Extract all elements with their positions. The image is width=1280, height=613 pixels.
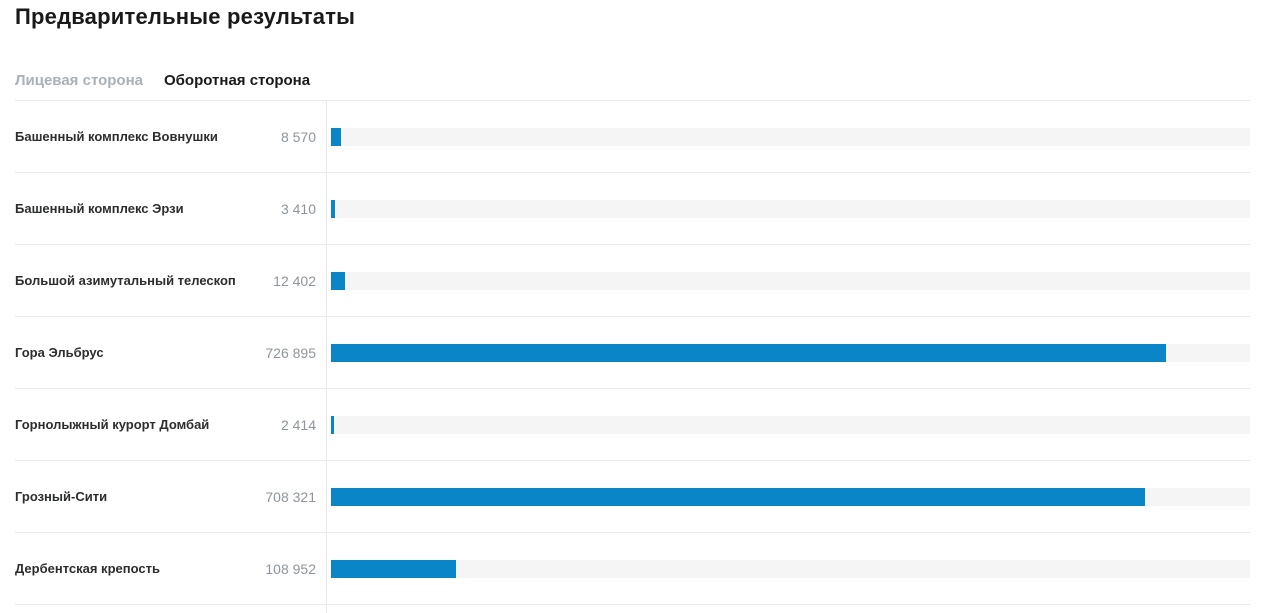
bar-fill — [331, 487, 1145, 506]
option-vote-count: 12 402 — [273, 272, 316, 289]
column-divider — [15, 605, 327, 613]
page-title: Предварительные результаты — [15, 4, 356, 29]
tab-bar: Лицевая сторона Оборотная сторона — [15, 71, 1250, 100]
option-label: Большой азимутальный телескоп — [15, 273, 236, 288]
result-row-left: Горнолыжный курорт Домбай 2 414 — [15, 389, 327, 460]
bar-zone — [327, 127, 1250, 146]
option-vote-count: 2 414 — [280, 416, 316, 433]
bar-zone — [327, 487, 1250, 506]
tab-front-side[interactable]: Лицевая сторона — [15, 72, 143, 89]
result-row: Большой азимутальный телескоп 12 402 — [15, 245, 1250, 317]
result-row: Башенный комплекс Вовнушки 8 570 — [15, 101, 1250, 173]
bar-zone — [327, 343, 1250, 362]
result-row-left: Дербентская крепость 108 952 — [15, 533, 327, 604]
option-label: Горнолыжный курорт Домбай — [15, 417, 210, 432]
option-vote-count: 3 410 — [280, 200, 316, 217]
bar-fill — [331, 199, 335, 218]
bar-zone — [327, 415, 1250, 434]
result-row-left: Грозный-Сити 708 321 — [15, 461, 327, 532]
bar-zone — [327, 199, 1250, 218]
option-label: Грозный-Сити — [15, 489, 108, 504]
bar-fill — [331, 415, 334, 434]
result-row-left: Гора Эльбрус 726 895 — [15, 317, 327, 388]
result-row: Грозный-Сити 708 321 — [15, 461, 1250, 533]
bar-fill — [331, 127, 341, 146]
option-label: Дербентская крепость — [15, 561, 160, 576]
option-label: Башенный комплекс Вовнушки — [15, 129, 218, 144]
option-label: Гора Эльбрус — [15, 345, 104, 360]
results-bar-chart: Башенный комплекс Вовнушки 8 570 Башенны… — [15, 100, 1250, 605]
bar-track — [331, 127, 1250, 146]
option-vote-count: 108 952 — [265, 560, 316, 577]
result-row: Горнолыжный курорт Домбай 2 414 — [15, 389, 1250, 461]
tab-back-side[interactable]: Оборотная сторона — [163, 72, 311, 89]
bar-track — [331, 559, 1250, 578]
result-row-left: Башенный комплекс Эрзи 3 410 — [15, 173, 327, 244]
option-vote-count: 8 570 — [280, 128, 316, 145]
bar-track — [331, 271, 1250, 290]
result-row-left: Башенный комплекс Вовнушки 8 570 — [15, 101, 327, 172]
bar-fill — [331, 343, 1166, 362]
result-row: Дербентская крепость 108 952 — [15, 533, 1250, 605]
result-row: Башенный комплекс Эрзи 3 410 — [15, 173, 1250, 245]
option-label: Башенный комплекс Эрзи — [15, 201, 184, 216]
bar-track — [331, 487, 1250, 506]
bar-fill — [331, 559, 457, 578]
bar-zone — [327, 559, 1250, 578]
bar-track — [331, 343, 1250, 362]
bar-fill — [331, 271, 346, 290]
result-row-left: Большой азимутальный телескоп 12 402 — [15, 245, 327, 316]
next-row-stub — [15, 605, 1250, 613]
bar-track — [331, 415, 1250, 434]
bar-track — [331, 199, 1250, 218]
option-vote-count: 708 321 — [265, 488, 316, 505]
result-row: Гора Эльбрус 726 895 — [15, 317, 1250, 389]
bar-zone — [327, 271, 1250, 290]
option-vote-count: 726 895 — [265, 344, 316, 361]
